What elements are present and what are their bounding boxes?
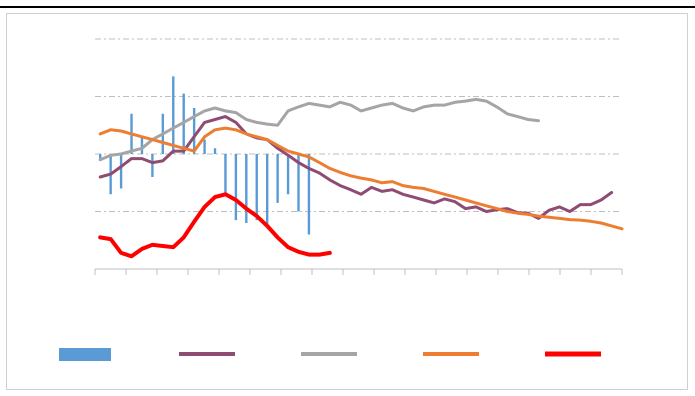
series-line <box>98 192 332 259</box>
bar <box>255 154 258 221</box>
legend-swatch-bar <box>59 348 111 361</box>
series-line <box>98 126 624 231</box>
bar <box>151 154 154 177</box>
bar <box>297 154 300 212</box>
series-line <box>98 115 614 220</box>
bar <box>307 154 311 235</box>
bar <box>276 154 279 203</box>
top-rule <box>0 6 695 8</box>
legend <box>59 348 601 361</box>
chart-frame <box>6 13 688 390</box>
bar <box>172 76 175 154</box>
bar <box>192 108 196 154</box>
bar <box>213 148 217 154</box>
bar <box>224 154 227 195</box>
bar <box>140 136 144 154</box>
x-axis <box>94 268 623 275</box>
bar <box>99 154 102 160</box>
bar <box>119 154 123 189</box>
bar <box>203 139 206 154</box>
chart-svg <box>59 38 624 361</box>
bar <box>234 154 238 221</box>
bar <box>286 154 290 195</box>
bar <box>265 154 269 226</box>
series-line <box>98 97 540 162</box>
bar <box>245 154 248 223</box>
line-series <box>98 97 624 259</box>
bar-series <box>99 76 311 235</box>
